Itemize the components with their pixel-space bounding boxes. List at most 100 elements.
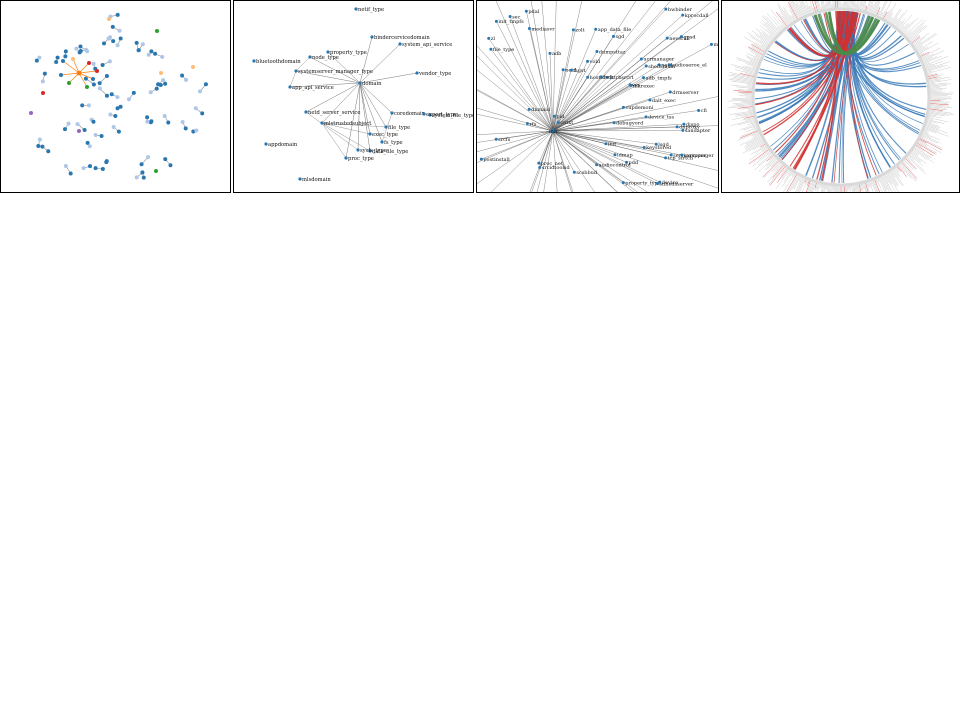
ring-tick [793,173,797,179]
graph-node [180,73,185,78]
ring-tick [851,185,853,192]
node-label: rfs [529,121,536,127]
node-label: srcidtoolsd [542,165,571,171]
ring-tick [807,180,812,192]
ring-tick [912,149,928,160]
ring-tick [855,184,858,192]
ring-tick [856,184,859,192]
graph-node [681,128,685,132]
ring-tick [735,69,755,75]
ring-tick [878,1,886,17]
ring-tick [751,132,760,137]
node-label: system_api_service [402,42,452,48]
ring-tick [767,152,772,157]
ring-tick [744,138,763,148]
ring-tick [906,20,926,38]
ring-tick [811,181,815,192]
graph-node [326,50,330,54]
ring-tick [899,25,905,31]
ring-tick [925,61,950,70]
ring-tick [727,105,753,109]
ring-tick [849,1,851,9]
domain-graph: netif_type bindercervicedomainsystem_api_… [252,7,473,183]
node-label: cfi [701,108,708,114]
graph-node [527,27,531,31]
ring-tick [893,168,899,177]
ring-tick [877,10,880,16]
graph-node [525,121,529,125]
node-label: lsgd [658,142,669,148]
ring-tick [735,56,758,66]
ring-tick [826,185,829,192]
ring-tick [922,131,930,135]
node-label: dispo [686,122,700,128]
ring-tick [926,120,938,124]
ring-tick [791,15,796,21]
ring-tick [802,179,808,192]
star-edge [552,44,712,132]
ring-tick [929,94,952,96]
graph-node [527,107,531,111]
ring-tick [799,4,805,16]
ring-tick [766,155,774,162]
ring-tick [759,21,776,37]
graph-node [99,134,104,139]
graph-node [104,74,109,79]
ring-tick [929,83,951,87]
ring-tick [899,164,912,179]
ring-tick [806,179,809,185]
ring-tick [790,171,794,177]
ring-tick [757,153,773,166]
ring-tick [922,133,932,138]
ring-tick [927,73,932,75]
node-label: mdst [713,42,719,48]
ring-tick [899,14,913,30]
graph-node [655,182,659,186]
ring-tick [924,56,949,66]
graph-node [537,161,541,165]
ring-tick [818,1,821,11]
ring-tick [751,123,757,126]
ring-tick [801,1,808,15]
ring-tick [793,1,802,18]
ring-tick [765,21,779,35]
graph-node [191,65,195,69]
graph-node [709,42,713,46]
graph-node [54,59,59,64]
ring-tick [862,1,865,11]
network-panel-init-star: dalt_exec adb_tmpfs property_type device dev… [476,0,719,193]
ring-tick [861,1,864,11]
ring-tick [887,13,894,22]
star-edge [552,130,575,173]
graph-edge [295,70,361,84]
star-edge [552,51,598,132]
ring-tick [759,150,771,160]
ring-tick [765,159,778,171]
graph-node [104,160,109,165]
graph-node [162,113,167,118]
graph-edge [289,82,361,88]
graph-node [59,73,63,77]
ring-tick [919,52,924,55]
ring-tick [730,119,755,126]
ring-tick [915,144,934,157]
node-label: scsbbud [576,170,598,176]
ring-tick [908,26,923,39]
ring-tick [795,177,803,192]
ring-tick [918,140,942,153]
cluster-edge [60,72,80,76]
ring-tick [828,185,830,192]
node-label: device [662,180,678,186]
ring-tick [911,150,918,156]
ring-tick [762,160,779,178]
graph-node [115,12,120,17]
ring-tick [915,145,925,152]
ring-tick [852,1,855,9]
graph-node [621,105,625,109]
ring-tick [910,152,922,162]
ring-tick [879,177,887,192]
graph-edge [359,36,373,84]
graph-node [384,125,388,129]
node-label: tcp_strtch [668,156,694,162]
ring-tick [754,54,762,58]
